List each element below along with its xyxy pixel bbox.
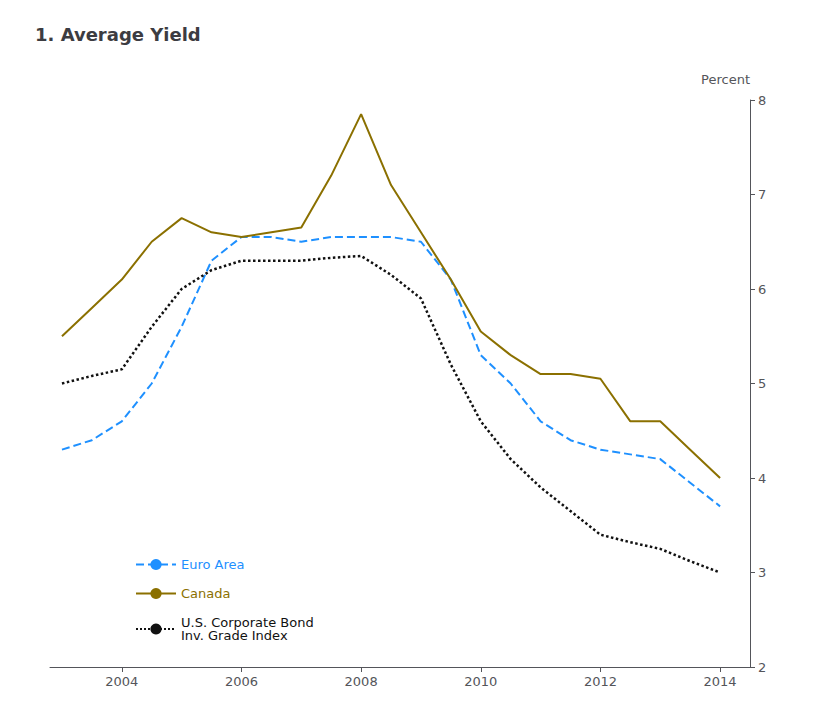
- svg-text:2008: 2008: [345, 674, 378, 689]
- svg-text:2010: 2010: [464, 674, 497, 689]
- svg-text:Euro Area: Euro Area: [181, 557, 245, 572]
- svg-text:Canada: Canada: [181, 586, 230, 601]
- svg-text:Inv. Grade Index: Inv. Grade Index: [181, 628, 288, 643]
- svg-text:2: 2: [758, 660, 766, 675]
- svg-text:4: 4: [758, 471, 766, 486]
- svg-text:Percent: Percent: [701, 72, 750, 87]
- svg-text:5: 5: [758, 376, 766, 391]
- svg-text:1. Average Yield: 1. Average Yield: [35, 24, 201, 45]
- svg-text:8: 8: [758, 93, 766, 108]
- svg-text:2006: 2006: [225, 674, 258, 689]
- svg-text:2014: 2014: [704, 674, 737, 689]
- svg-text:6: 6: [758, 282, 766, 297]
- svg-text:7: 7: [758, 187, 766, 202]
- svg-text:3: 3: [758, 565, 766, 580]
- svg-text:2012: 2012: [584, 674, 617, 689]
- svg-text:U.S. Corporate Bond: U.S. Corporate Bond: [181, 615, 314, 630]
- svg-text:2004: 2004: [105, 674, 138, 689]
